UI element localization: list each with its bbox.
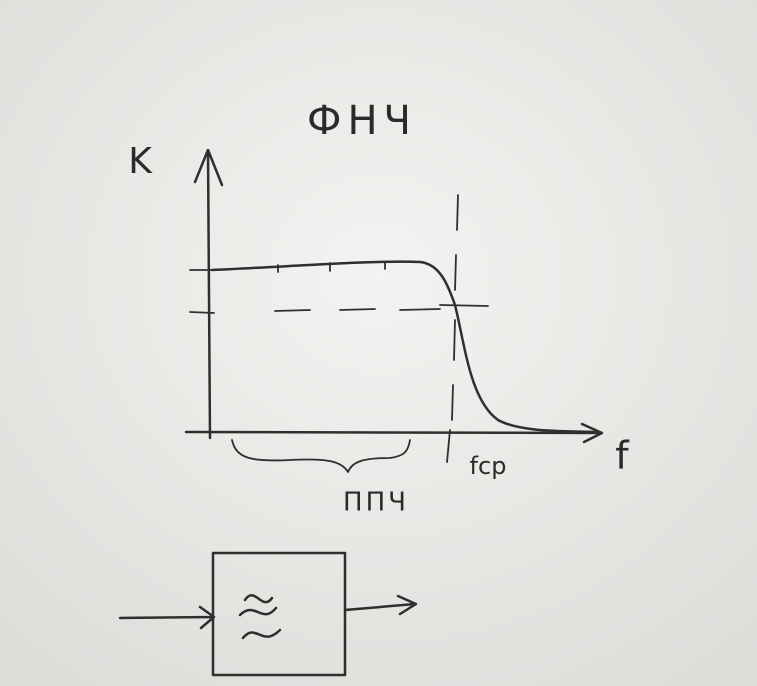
cutoff-level-line: [274, 308, 441, 312]
cutoff-marker: [439, 304, 489, 307]
passband-label: ППЧ: [343, 488, 409, 518]
output-arrow: [343, 594, 418, 616]
filter-box: [211, 551, 347, 677]
title: ФНЧ: [307, 98, 417, 144]
y-axis: [193, 148, 224, 440]
x-axis: [184, 422, 604, 444]
cutoff-frequency-line: [446, 194, 459, 463]
y-ticks: [189, 269, 215, 314]
y-axis-label: K: [128, 141, 153, 182]
filter-block: [118, 551, 418, 677]
cutoff-label: fср: [470, 452, 507, 480]
passband-brace: [231, 439, 411, 473]
x-axis-label: f: [615, 434, 630, 478]
filter-symbol: [238, 594, 282, 640]
input-arrow: [118, 605, 216, 630]
